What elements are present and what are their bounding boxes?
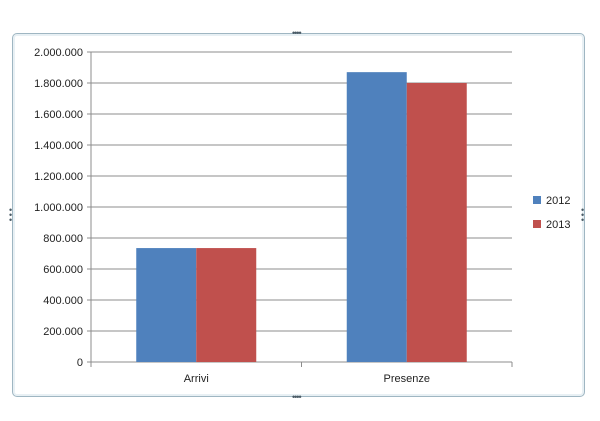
y-tick-label: 0 (77, 357, 83, 369)
bar-2013-presenze (406, 83, 467, 362)
y-tick-label: 1.800.000 (34, 78, 83, 90)
y-tick-label: 800.000 (43, 233, 83, 245)
bar-2012-presenze (346, 72, 407, 363)
resize-handle-bottom[interactable]: •••• (292, 392, 302, 402)
x-tick-label: Presenze (384, 373, 430, 385)
y-tick-label: 600.000 (43, 264, 83, 276)
y-tick-label: 1.200.000 (34, 171, 83, 183)
bar-2012-arrivi (136, 248, 197, 362)
bar-2013-arrivi (196, 248, 257, 362)
legend-label-2012: 2012 (546, 195, 570, 207)
legend-swatch-2013 (533, 220, 541, 228)
y-tick-label: 2.000.000 (34, 47, 83, 59)
y-tick-label: 400.000 (43, 295, 83, 307)
legend-label-2013: 2013 (546, 219, 570, 231)
chart-frame[interactable] (12, 33, 585, 397)
y-tick-label: 1.400.000 (34, 140, 83, 152)
x-axis: Arrivi Presenze (90, 361, 513, 385)
resize-handle-left[interactable]: • • • (9, 205, 12, 225)
resize-handle-right[interactable]: • • • (581, 205, 584, 225)
x-tick-label: Arrivi (184, 373, 209, 385)
resize-handle-top[interactable]: •••• (292, 28, 302, 38)
y-tick-label: 200.000 (43, 326, 83, 338)
y-tick-label: 1.600.000 (34, 109, 83, 121)
legend: 2012 2013 (533, 195, 570, 231)
legend-swatch-2012 (533, 196, 541, 204)
y-tick-label: 1.000.000 (34, 202, 83, 214)
bars (136, 72, 467, 363)
y-axis: 0 200.000 400.000 600.000 800.000 1.000.000 1.… (34, 47, 92, 369)
